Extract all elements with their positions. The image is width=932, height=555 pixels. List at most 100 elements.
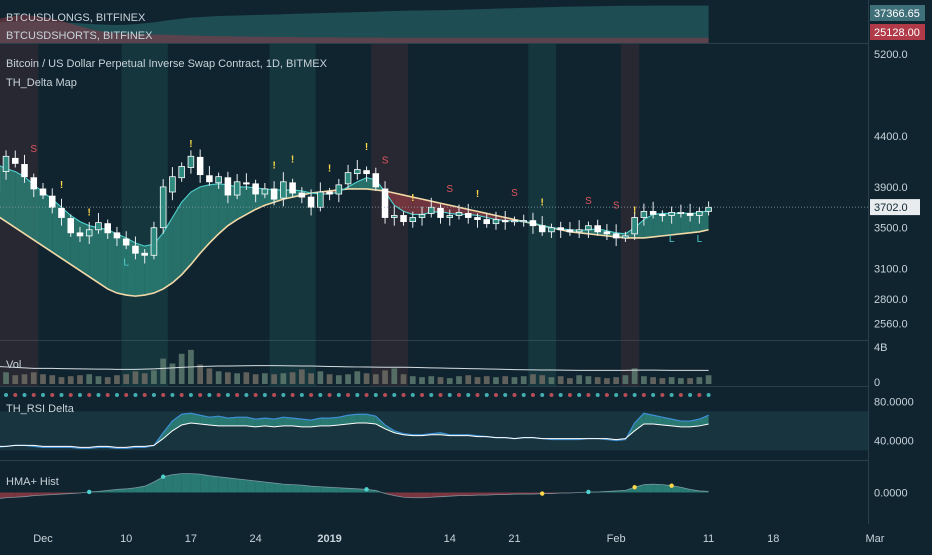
alert-signal-marker: !: [272, 161, 275, 172]
candle[interactable]: [575, 220, 583, 238]
rsi-dot: [632, 393, 637, 397]
candle[interactable]: [122, 231, 130, 250]
volume-bar: [345, 374, 351, 384]
longs-area: [0, 5, 709, 43]
candle[interactable]: [169, 167, 176, 201]
hist-line: [0, 473, 709, 499]
candle[interactable]: [326, 187, 333, 201]
trend-cloud-segment: [6, 168, 16, 228]
candle[interactable]: [187, 150, 195, 174]
candle[interactable]: [289, 178, 296, 198]
candle[interactable]: [501, 210, 509, 230]
candle[interactable]: [307, 189, 315, 216]
volume-bar: [474, 377, 481, 384]
current-price-tag[interactable]: [870, 199, 920, 216]
candle[interactable]: [215, 172, 222, 189]
volume-bar: [298, 369, 305, 384]
candle[interactable]: [270, 181, 278, 206]
candle[interactable]: [159, 179, 167, 234]
candle[interactable]: [520, 214, 527, 227]
rsi-dot: [4, 393, 9, 397]
candle[interactable]: [206, 166, 213, 186]
candle[interactable]: [649, 201, 657, 219]
shorts-value-tag: [870, 24, 925, 40]
candle-down: [400, 215, 407, 222]
candle[interactable]: [548, 223, 555, 238]
candle[interactable]: [30, 173, 38, 198]
candle[interactable]: [622, 231, 629, 243]
trend-cloud-segment: [643, 214, 654, 238]
candle[interactable]: [280, 172, 287, 207]
candle[interactable]: [446, 209, 454, 226]
candle[interactable]: [113, 226, 121, 247]
rsi-dot: [512, 393, 517, 397]
candle[interactable]: [381, 181, 389, 224]
rsi-dot: [604, 393, 609, 397]
candle[interactable]: [557, 221, 564, 238]
candle[interactable]: [603, 224, 611, 240]
candle[interactable]: [104, 219, 111, 239]
trend-cloud-segment: [200, 184, 210, 254]
candle[interactable]: [492, 211, 500, 230]
candle[interactable]: [474, 213, 481, 228]
candle[interactable]: [437, 204, 444, 224]
candle[interactable]: [317, 182, 324, 212]
rsi-dot: [235, 393, 240, 397]
candle[interactable]: [659, 210, 666, 222]
candle[interactable]: [335, 178, 343, 203]
candle[interactable]: [243, 173, 250, 190]
candle[interactable]: [612, 224, 620, 247]
candle[interactable]: [372, 167, 380, 191]
price-tick-label: 4400.0: [874, 131, 908, 143]
rsi-dot: [438, 393, 443, 397]
candle[interactable]: [677, 204, 685, 218]
candle[interactable]: [418, 206, 426, 226]
volume-bar: [58, 377, 65, 384]
candle[interactable]: [150, 221, 158, 260]
candle[interactable]: [631, 211, 638, 240]
candle[interactable]: [585, 221, 592, 238]
candle[interactable]: [2, 150, 10, 180]
rsi-dot: [272, 393, 277, 397]
hist-area-segment: [394, 492, 404, 498]
candle[interactable]: [566, 222, 574, 236]
candle[interactable]: [409, 211, 417, 228]
candle[interactable]: [538, 216, 546, 236]
candle[interactable]: [76, 226, 84, 243]
candle[interactable]: [233, 174, 241, 200]
candle[interactable]: [85, 222, 93, 245]
candle[interactable]: [178, 162, 185, 182]
candle[interactable]: [196, 149, 204, 183]
highlight-band: [371, 44, 409, 386]
candle-up: [585, 225, 592, 231]
candle[interactable]: [400, 211, 407, 226]
candle[interactable]: [594, 219, 601, 236]
candle[interactable]: [252, 179, 259, 203]
candle[interactable]: [58, 198, 65, 226]
candle[interactable]: [511, 216, 518, 226]
candle[interactable]: [363, 166, 370, 182]
candle[interactable]: [344, 164, 352, 188]
candle[interactable]: [668, 206, 675, 224]
candle[interactable]: [132, 236, 139, 260]
candle[interactable]: [67, 214, 74, 237]
candle[interactable]: [529, 212, 537, 234]
candle[interactable]: [428, 197, 435, 218]
candle[interactable]: [12, 150, 19, 168]
candle[interactable]: [354, 159, 361, 180]
candle[interactable]: [391, 205, 398, 226]
candle[interactable]: [696, 207, 703, 224]
candle[interactable]: [21, 154, 28, 183]
candle[interactable]: [224, 171, 232, 204]
candle[interactable]: [298, 187, 306, 204]
candle[interactable]: [48, 188, 56, 214]
candle[interactable]: [640, 203, 648, 226]
candle[interactable]: [39, 183, 47, 200]
candle[interactable]: [483, 213, 490, 228]
candle[interactable]: [141, 249, 148, 264]
candle[interactable]: [95, 213, 102, 234]
candle[interactable]: [261, 183, 269, 199]
candle-down: [12, 157, 19, 164]
